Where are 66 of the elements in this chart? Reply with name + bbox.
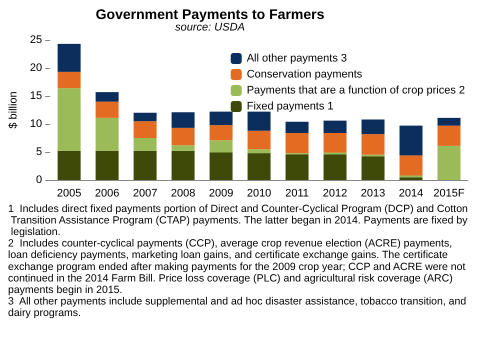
x-tick-label: 2014 — [398, 188, 424, 200]
bar — [96, 118, 119, 151]
bar — [324, 132, 347, 153]
x-tick-label: 2005 — [56, 188, 82, 200]
chart-title: Government Payments to Farmers — [96, 6, 325, 22]
bar — [248, 130, 271, 150]
x-tick-label: 2013 — [360, 188, 386, 200]
bar — [286, 154, 309, 180]
y-tick-label: 20 — [30, 62, 42, 74]
bar — [210, 140, 233, 153]
y-axis-title: $ billion — [8, 91, 20, 129]
bar — [248, 149, 271, 154]
bar — [134, 138, 157, 151]
legend-label: Payments that are a function of crop prices 2 — [246, 84, 465, 96]
x-tick-label: 2015F — [433, 188, 465, 200]
x-tick-label: 2009 — [208, 188, 234, 200]
x-tick-label: 2010 — [246, 188, 272, 200]
bar — [362, 156, 385, 180]
y-tick-label: 15 — [30, 90, 42, 102]
bar — [96, 102, 119, 118]
bar — [362, 120, 385, 134]
bar — [324, 154, 347, 180]
bar — [172, 112, 195, 128]
bar — [58, 150, 81, 180]
x-tick-label: 2011 — [285, 188, 309, 200]
bar — [210, 152, 233, 180]
bar — [134, 121, 157, 138]
legend-label: Conservation payments — [246, 68, 363, 80]
bar — [210, 112, 233, 126]
bar — [172, 150, 195, 180]
x-tick-label: 2006 — [94, 188, 120, 200]
bar — [362, 134, 385, 155]
legend-label: Fixed payments 1 — [246, 100, 334, 112]
chart-subtitle: source: USDA — [175, 22, 245, 34]
bar — [248, 112, 271, 131]
bar — [400, 177, 423, 180]
bar — [438, 146, 461, 180]
bar — [134, 112, 157, 122]
y-tick-label: 25 — [30, 34, 42, 46]
bar — [286, 122, 309, 133]
bar — [438, 126, 461, 146]
y-tick-label: 10 — [30, 118, 42, 130]
text: 3 All other payments include supplemental and ad hoc disaster assistance, tobacco transition, and dairy programs. — [8, 296, 470, 320]
bar — [286, 132, 309, 154]
bar — [134, 150, 157, 180]
bar — [58, 44, 81, 72]
y-tick-label: 5 — [36, 146, 42, 158]
legend-label: All other payments 3 — [246, 52, 347, 64]
bar — [400, 155, 423, 176]
bar — [248, 153, 271, 180]
bar — [96, 150, 119, 180]
bar — [172, 145, 195, 151]
y-tick-label: 0 — [36, 174, 42, 186]
x-tick-label: 2007 — [132, 188, 158, 200]
bar — [58, 88, 81, 151]
bar — [210, 125, 233, 140]
bar — [58, 72, 81, 88]
x-tick-label: 2012 — [322, 188, 348, 200]
bar — [438, 118, 461, 126]
x-tick-label: 2008 — [170, 188, 196, 200]
text: 1 Includes direct fixed payments portion of Direct and Counter-Cyclical Program (DCP) and Cotton Transition Assistance Program (CTAP) payments. The latter began in 2014. Payments are fixed by legislation. — [8, 202, 468, 238]
bar — [324, 120, 347, 133]
bar — [172, 128, 195, 146]
bar — [400, 126, 423, 156]
bar — [96, 92, 119, 102]
text: 2 Includes counter-cyclical payments (CCP), average crop revenue election (ACRE) payments, loan deficiency payments, marketing loan gains, and certificate exchange gains. The certificate exchange program ended after making payments for the 2009 crop year; CCP and ACRE were not continued in the 2014 Farm Bill. Price loss coverage (PLC) and agricultural risk coverage (ARC) payments begin in 2015. — [8, 238, 468, 296]
